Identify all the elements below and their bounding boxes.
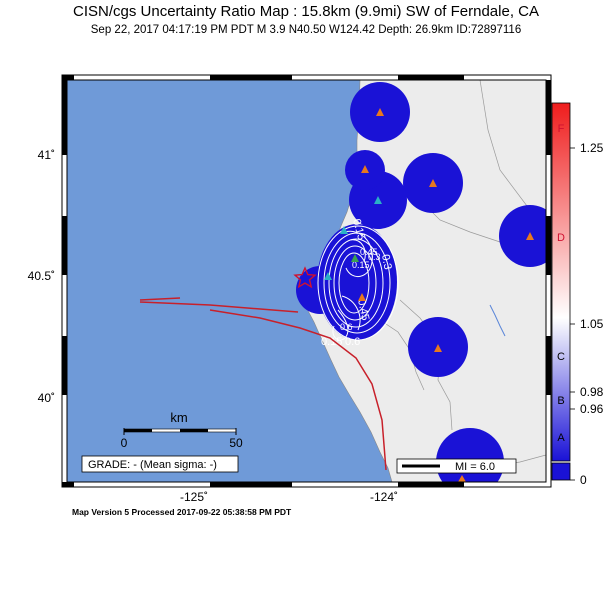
scale-tick: 0: [121, 436, 128, 450]
grade-letter: B: [557, 395, 564, 407]
station-icon: [429, 179, 437, 187]
grade-letter: D: [557, 232, 565, 244]
lat-label: 41˚: [38, 148, 55, 162]
contour-label: 0.3: [368, 252, 381, 262]
station-icon: [434, 344, 442, 352]
axis-labels: 41˚ 40.5˚ 40˚ -125˚ -124˚: [28, 148, 398, 504]
grade-box: [81, 455, 239, 473]
contour-label: 0.45: [355, 298, 371, 321]
station-icon: [376, 108, 384, 116]
scale-tick: 50: [229, 436, 243, 450]
event-details: Sep 22, 2017 04:17:19 PM PDT M 3.9 N40.5…: [90, 24, 522, 36]
station-icon: [374, 196, 382, 204]
map-frame: [61, 74, 552, 488]
colorbar-value: 0.98: [580, 385, 604, 399]
grade-letter: C: [557, 351, 565, 363]
lat-label: 40.5˚: [28, 269, 55, 283]
colorbar-zero-swatch: [551, 462, 571, 481]
grade-letter: F: [558, 123, 565, 135]
lat-label: 40˚: [38, 391, 55, 405]
lon-label: -125˚: [180, 490, 208, 504]
colorbar-value: 0.96: [580, 402, 604, 416]
lon-label: -124˚: [370, 490, 398, 504]
contour-label: 0.15: [350, 218, 367, 242]
mi-legend-text: MI = 6.0: [455, 461, 495, 473]
scale-bar: km 0 50: [121, 410, 243, 450]
contour-labels: 0.15 0.3 0.45 0.15 0.6 0.45 0.3 0.15 0.6: [321, 218, 394, 348]
grade-letter: A: [557, 432, 565, 444]
contour-label: 0.3: [379, 253, 393, 270]
station-icon: [361, 165, 369, 173]
colorbar: F D C B A 1.25 1.05 0.98 0.96 0: [551, 102, 604, 487]
star-icon: [293, 266, 317, 289]
contour-label: 0.15: [321, 336, 342, 348]
station-icon: [458, 475, 466, 482]
station-markers: [324, 108, 534, 482]
station-icon: [526, 232, 534, 240]
fault-lines: [139, 297, 387, 471]
contour-lines: [317, 225, 399, 341]
map-title: CISN/cgs Uncertainty Ratio Map : 15.8km …: [73, 3, 539, 20]
station-icon: [358, 293, 366, 301]
river: [489, 304, 506, 337]
station-icon: [351, 254, 359, 262]
contour-label: 0.15: [352, 260, 370, 270]
map-footer: Map Version 5 Processed 2017-09-22 05:38…: [72, 507, 292, 517]
contour-label: 0.6: [340, 322, 353, 332]
contour-label: 0.45: [360, 247, 378, 257]
colorbar-value: 0: [580, 473, 587, 487]
colorbar-value: 1.25: [580, 141, 604, 155]
station-icon: [340, 226, 348, 234]
station-icon: [324, 272, 332, 280]
colorbar-gradient: [551, 102, 571, 462]
grade-text: GRADE: - (Mean sigma: -): [88, 459, 217, 471]
scale-unit: km: [170, 410, 187, 425]
mi-legend-box: [396, 458, 517, 474]
colorbar-value: 1.05: [580, 317, 604, 331]
contour-label: 0.6: [345, 336, 360, 348]
